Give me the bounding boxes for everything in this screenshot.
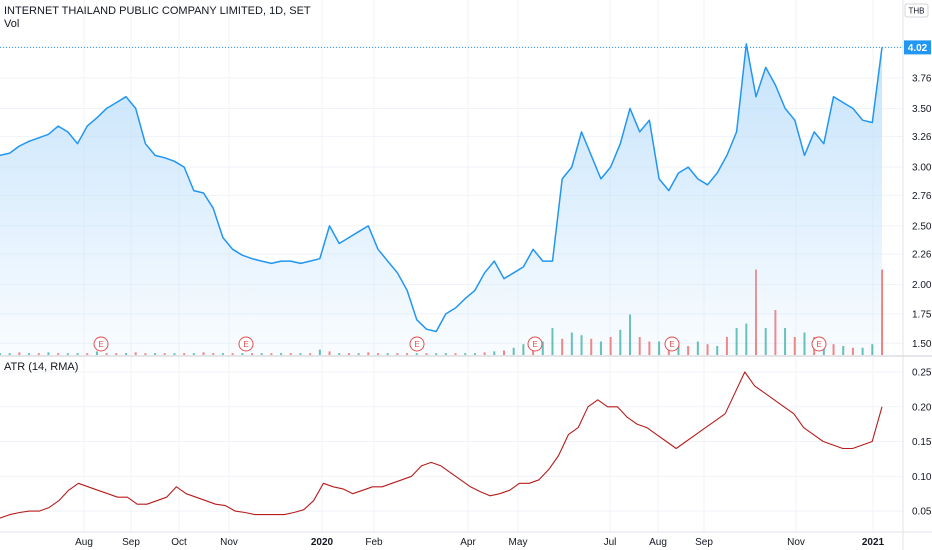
- earnings-circle: [811, 336, 827, 352]
- earnings-label: E: [532, 340, 537, 349]
- earnings-label: E: [98, 340, 103, 349]
- earnings-marker[interactable]: E: [409, 336, 425, 352]
- time-tick-label: Aug: [649, 537, 667, 548]
- time-tick-label: Sep: [122, 537, 140, 548]
- atr-tick-label: 0.25: [912, 367, 932, 378]
- currency-badge[interactable]: THB: [904, 3, 929, 18]
- last-price-badge: [904, 40, 931, 55]
- time-tick-label: Nov: [787, 537, 805, 548]
- time-tick-label: 2020: [311, 537, 334, 548]
- price-tick-label: 2.50: [912, 221, 932, 232]
- price-tick-label: 2.26: [912, 250, 932, 261]
- price-series: [0, 43, 883, 356]
- price-tick-label: 1.75: [912, 309, 932, 320]
- price-axis[interactable]: 3.76 3.50 3.26 3.00 2.76 2.50 2.26 2.00 1.75 1.50: [912, 73, 932, 349]
- time-tick-label: Nov: [220, 537, 238, 548]
- time-tick-label: Aug: [75, 537, 93, 548]
- earnings-circle: [93, 336, 109, 352]
- earnings-marker[interactable]: E: [93, 336, 109, 352]
- earnings-marker[interactable]: E: [664, 336, 680, 352]
- time-tick-label: Feb: [365, 537, 383, 548]
- atr-tick-label: 0.20: [912, 402, 932, 413]
- earnings-label: E: [669, 340, 674, 349]
- currency-label: THB: [909, 7, 925, 16]
- last-price-label: 4.02: [908, 43, 928, 54]
- price-tick-label: 3.00: [912, 163, 932, 174]
- price-tick-label: 3.76: [912, 73, 932, 84]
- earnings-marker[interactable]: E: [238, 336, 254, 352]
- price-tick-label: 1.50: [912, 339, 932, 350]
- earnings-label: E: [816, 340, 821, 349]
- price-tick-label: 2.00: [912, 280, 932, 291]
- price-tick-label: 2.76: [912, 191, 932, 202]
- earnings-circle: [238, 336, 254, 352]
- earnings-circle: [664, 336, 680, 352]
- atr-tick-label: 0.15: [912, 437, 932, 448]
- price-area: [0, 43, 882, 356]
- atr-line: [0, 371, 883, 519]
- atr-grid: [0, 371, 903, 512]
- earnings-label: E: [414, 340, 419, 349]
- last-price-marker: 4.02: [0, 40, 931, 55]
- time-axis[interactable]: Aug Sep Oct Nov 2020 Feb Apr May Jul Aug Sep Nov 202…: [75, 537, 884, 548]
- atr-axis[interactable]: 0.25 0.20 0.15 0.10 0.05: [912, 367, 932, 517]
- earnings-marker[interactable]: E: [527, 336, 543, 352]
- time-tick-label: Sep: [695, 537, 713, 548]
- atr-series: [0, 371, 883, 519]
- atr-indicator-title[interactable]: ATR (14, RMA): [4, 361, 78, 373]
- time-tick-label: 2021: [862, 537, 885, 548]
- earnings-label: E: [243, 340, 248, 349]
- price-tick-label: 3.26: [912, 132, 932, 143]
- price-tick-label: 3.50: [912, 104, 932, 115]
- earnings-circle: [409, 336, 425, 352]
- symbol-title[interactable]: INTERNET THAILAND PUBLIC COMPANY LIMITED…: [4, 5, 311, 17]
- time-tick-label: Oct: [171, 537, 187, 548]
- earnings-marker[interactable]: E: [811, 336, 827, 352]
- time-tick-label: May: [509, 537, 528, 548]
- atr-tick-label: 0.05: [912, 507, 932, 518]
- time-tick-label: Jul: [604, 537, 617, 548]
- price-line: [0, 43, 883, 333]
- volume-indicator-label[interactable]: Vol: [4, 18, 19, 30]
- earnings-circle: [527, 336, 543, 352]
- atr-tick-label: 0.10: [912, 472, 932, 483]
- time-tick-label: Apr: [460, 537, 476, 548]
